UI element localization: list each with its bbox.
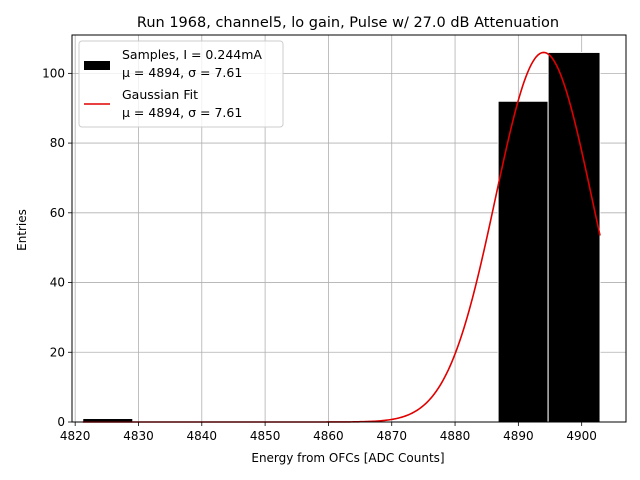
y-tick-label: 60: [50, 206, 65, 220]
y-tick-label: 0: [57, 415, 65, 429]
x-tick-label: 4880: [440, 429, 471, 443]
chart-title: Run 1968, channel5, lo gain, Pulse w/ 27…: [137, 15, 559, 31]
legend-box: [78, 40, 284, 128]
y-tick-label: 40: [50, 276, 65, 290]
legend-fit-label: Gaussian Fit: [122, 87, 198, 102]
x-tick-label: 4900: [566, 429, 597, 443]
y-tick-label: 100: [42, 66, 65, 80]
legend-bar-swatch: [84, 61, 110, 70]
y-tick-label: 80: [50, 136, 65, 150]
legend: Samples, I = 0.244mA μ = 4894, σ = 7.61 …: [78, 40, 284, 128]
x-tick-label: 4860: [313, 429, 344, 443]
histogram-bars: [82, 51, 601, 423]
histogram-bar: [547, 51, 601, 423]
x-tick-label: 4820: [60, 429, 91, 443]
y-axis-label: Entries: [15, 209, 29, 251]
x-tick-label: 4870: [376, 429, 407, 443]
x-tick-label: 4830: [123, 429, 154, 443]
x-tick-label: 4850: [250, 429, 281, 443]
legend-samples-label: Samples, I = 0.244mA: [122, 47, 262, 62]
histogram-bar: [497, 100, 549, 423]
y-tick-label: 20: [50, 345, 65, 359]
legend-fit-stats: μ = 4894, σ = 7.61: [122, 105, 242, 120]
x-tick-label: 4840: [187, 429, 218, 443]
x-tick-label: 4890: [503, 429, 534, 443]
axis-ticks: 4820 4830 4840 4850 4860 4870 4880 4890 4900 0 20 4…: [42, 66, 597, 443]
plot-frame: [71, 34, 627, 423]
legend-samples-stats: μ = 4894, σ = 7.61: [122, 65, 242, 80]
x-axis-label: Energy from OFCs [ADC Counts]: [251, 451, 444, 465]
